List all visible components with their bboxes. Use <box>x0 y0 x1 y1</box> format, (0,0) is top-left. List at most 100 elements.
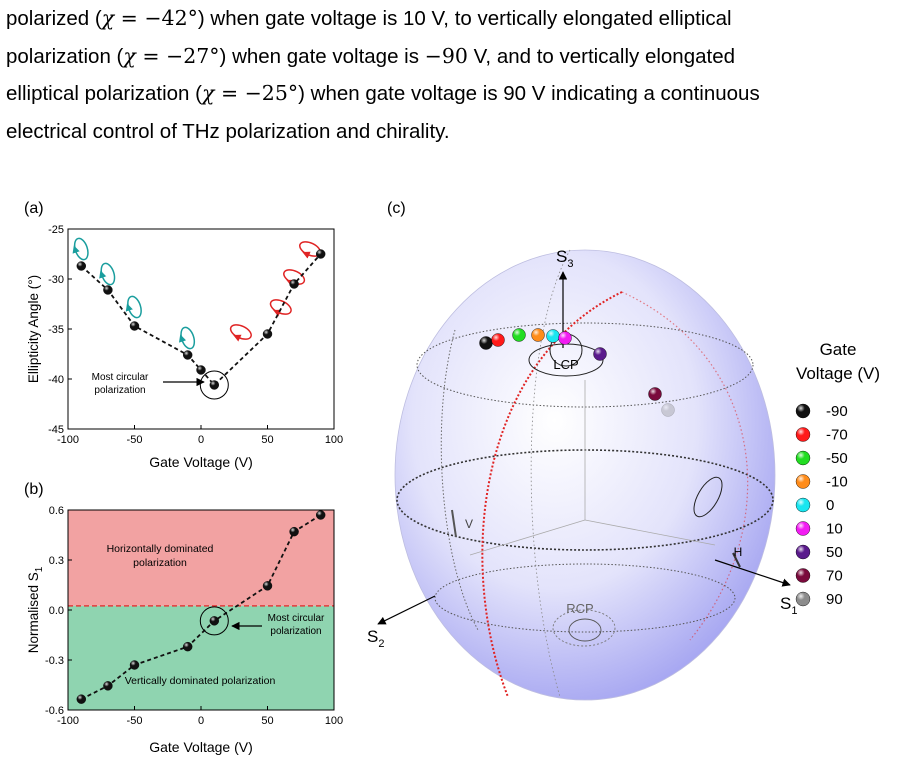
legend-label: 90 <box>826 591 843 608</box>
panel-b-xtick-label: -100 <box>57 715 79 727</box>
panel-label-a: (a) <box>24 200 44 217</box>
polarization-ellipse-icon <box>99 262 116 286</box>
sphere-meridian-red <box>481 291 623 698</box>
panel-a-ytick-label: -40 <box>48 374 64 386</box>
panel-a-point <box>209 380 220 390</box>
panel-b-points <box>76 510 326 704</box>
panel-a-point <box>289 279 299 289</box>
sphere-meridian-red-right <box>621 291 749 641</box>
legend-label: 10 <box>826 521 843 538</box>
panel-b-point <box>129 660 140 670</box>
panel-b-region-vertical <box>68 605 334 710</box>
panel-a-xtick-label: -100 <box>57 434 79 446</box>
legend-swatch <box>795 521 811 536</box>
panel-a-point <box>76 261 87 271</box>
polarization-ellipse-icon <box>72 237 89 261</box>
panel-b-ytick-label: -0.3 <box>45 655 64 667</box>
panel-a-frame <box>67 228 335 430</box>
panel-b-highlight-circle <box>199 606 229 636</box>
sphere-point--90 <box>479 336 493 350</box>
s1-axis-label: S1 <box>780 594 797 617</box>
panel-b-ytick-label: 0.6 <box>49 505 64 517</box>
legend: Gate Voltage (V) -90 -70 -50 -10 0 10 50 70 90 <box>795 340 880 608</box>
sphere-latitude-upper <box>416 322 754 408</box>
paragraph-line-2: polarization (χ = −27°) when gate voltag… <box>6 43 735 68</box>
panel-a-point <box>196 365 206 375</box>
panel-a-point <box>316 249 326 259</box>
panel-b-axes: -100 -50 0 50 100 0.6 0.3 0.0 -0.3 -0.6 <box>45 505 343 727</box>
legend-swatch <box>795 427 811 442</box>
legend-swatch <box>795 568 811 583</box>
body-paragraph: polarized (χ = −42°) when gate voltage i… <box>6 0 906 150</box>
panel-a-point <box>262 329 273 339</box>
sphere-point--50 <box>512 328 526 342</box>
panel-a-chart: -100 -50 0 50 100 -25 -30 -35 -40 -45 Gate Voltag… <box>26 224 343 470</box>
panel-b-series-line <box>80 514 322 700</box>
panel-a-point <box>129 321 140 331</box>
sphere-point-10 <box>558 331 572 345</box>
panel-a-ytick-label: -35 <box>48 324 64 336</box>
legend-title-line2: Voltage (V) <box>796 364 880 383</box>
legend-swatch <box>795 474 811 489</box>
panel-b-region-bottom-label: Vertically dominated polarization <box>125 675 276 687</box>
sphere-point-90 <box>661 403 675 417</box>
legend-swatch <box>795 591 811 607</box>
polarization-ellipse-icon <box>125 295 142 319</box>
panel-a-xtick-label: 100 <box>325 434 343 446</box>
panel-b-point <box>182 641 193 652</box>
panel-label-b: (b) <box>24 481 44 498</box>
panel-b-ytick-label: 0.0 <box>49 605 64 617</box>
panel-b-annotation-line1: Most circular <box>268 613 325 624</box>
sphere-point--10 <box>531 328 545 342</box>
panel-a-xtick-label: 0 <box>198 434 204 446</box>
panel-b-xlabel: Gate Voltage (V) <box>149 739 253 755</box>
panel-b-xtick-label: -50 <box>127 715 143 727</box>
poincare-sphere: LCP RCP V H S3 S1 S2 <box>367 247 797 701</box>
panel-b-ylabel: Normalised S1 <box>26 566 45 653</box>
panel-b-ytick-label: 0.3 <box>49 555 64 567</box>
panel-a-annotation-line2: polarization <box>94 385 145 396</box>
paragraph-line-3: elliptical polarization (χ = −25°) when … <box>6 81 760 105</box>
sphere-point-0 <box>546 329 560 343</box>
sphere-inner-axis-3 <box>584 519 716 546</box>
legend-label: -70 <box>826 427 848 444</box>
panel-a-highlight-circle <box>199 370 229 400</box>
sphere-point-50 <box>593 347 607 361</box>
legend-title-line1: Gate <box>820 340 857 359</box>
legend-items: -90 -70 -50 -10 0 10 50 70 90 <box>795 403 848 608</box>
lcp-label: LCP <box>553 357 578 372</box>
legend-swatch <box>795 544 811 560</box>
panel-b-point <box>76 694 87 704</box>
polarization-ellipse-icon <box>269 299 292 317</box>
panel-a-points <box>76 249 326 390</box>
sphere-meridian-black <box>440 329 479 631</box>
panel-b-chart: -100 -50 0 50 100 0.6 0.3 0.0 -0.3 -0.6 Horizonta… <box>26 505 343 755</box>
panel-a-xlabel: Gate Voltage (V) <box>149 454 253 470</box>
panel-a-ytick-label: -25 <box>48 224 64 236</box>
panel-a-ylabel: Ellipticity Angle (°) <box>26 275 41 383</box>
legend-swatch <box>795 450 811 466</box>
s3-axis-label: S3 <box>556 247 573 270</box>
panel-b-point <box>289 526 299 537</box>
h-marker <box>732 552 741 568</box>
panel-b-xtick-label: 0 <box>198 715 204 727</box>
panel-a-ellipse-icons <box>72 237 322 350</box>
polarization-ellipse-icon <box>178 326 196 350</box>
v-label: V <box>465 517 473 531</box>
h-label: H <box>734 545 743 559</box>
paragraph-line-4: electrical control of THz polarization a… <box>6 119 450 143</box>
panel-b-point <box>262 581 273 591</box>
legend-label: -10 <box>826 474 848 491</box>
sphere-point-70 <box>648 387 662 401</box>
panel-label-c: (c) <box>387 200 406 217</box>
legend-swatch <box>795 403 811 419</box>
sphere-meridian-black-2 <box>530 249 571 698</box>
panel-b-annotation-line2: polarization <box>270 626 321 637</box>
panel-b-point <box>103 681 113 691</box>
panel-b-ytick-label: -0.6 <box>45 705 64 717</box>
legend-swatch <box>795 497 811 513</box>
panel-a-point <box>182 350 193 360</box>
s1-axis-arrow <box>714 559 791 587</box>
sphere-latitude-lower <box>434 563 736 633</box>
